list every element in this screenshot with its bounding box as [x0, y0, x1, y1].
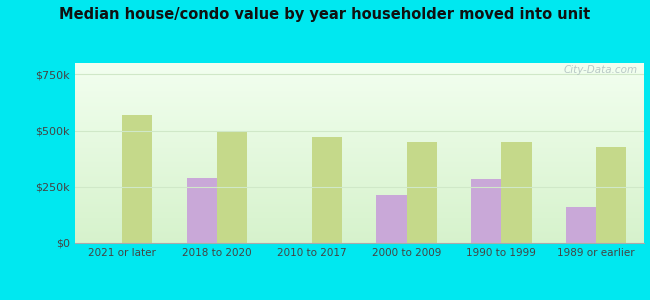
Bar: [471, 179, 501, 243]
Bar: [187, 178, 217, 243]
Bar: [501, 142, 532, 243]
Bar: [376, 195, 406, 243]
Bar: [217, 132, 247, 243]
Bar: [312, 137, 342, 243]
Bar: [122, 115, 153, 243]
Bar: [406, 142, 437, 243]
Bar: [566, 207, 596, 243]
Bar: [596, 147, 627, 243]
Text: City-Data.com: City-Data.com: [564, 65, 638, 75]
Text: Median house/condo value by year householder moved into unit: Median house/condo value by year househo…: [59, 8, 591, 22]
